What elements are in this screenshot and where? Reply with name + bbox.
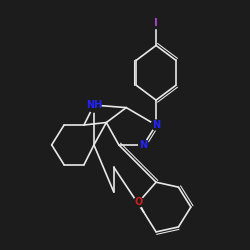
Text: I: I bbox=[154, 18, 158, 28]
Text: O: O bbox=[134, 197, 143, 207]
Circle shape bbox=[87, 98, 101, 112]
Text: N: N bbox=[152, 120, 160, 130]
Circle shape bbox=[139, 140, 148, 150]
Text: NH: NH bbox=[86, 100, 102, 110]
Circle shape bbox=[134, 197, 144, 207]
Circle shape bbox=[150, 18, 162, 28]
Circle shape bbox=[151, 120, 161, 130]
Text: N: N bbox=[140, 140, 148, 150]
